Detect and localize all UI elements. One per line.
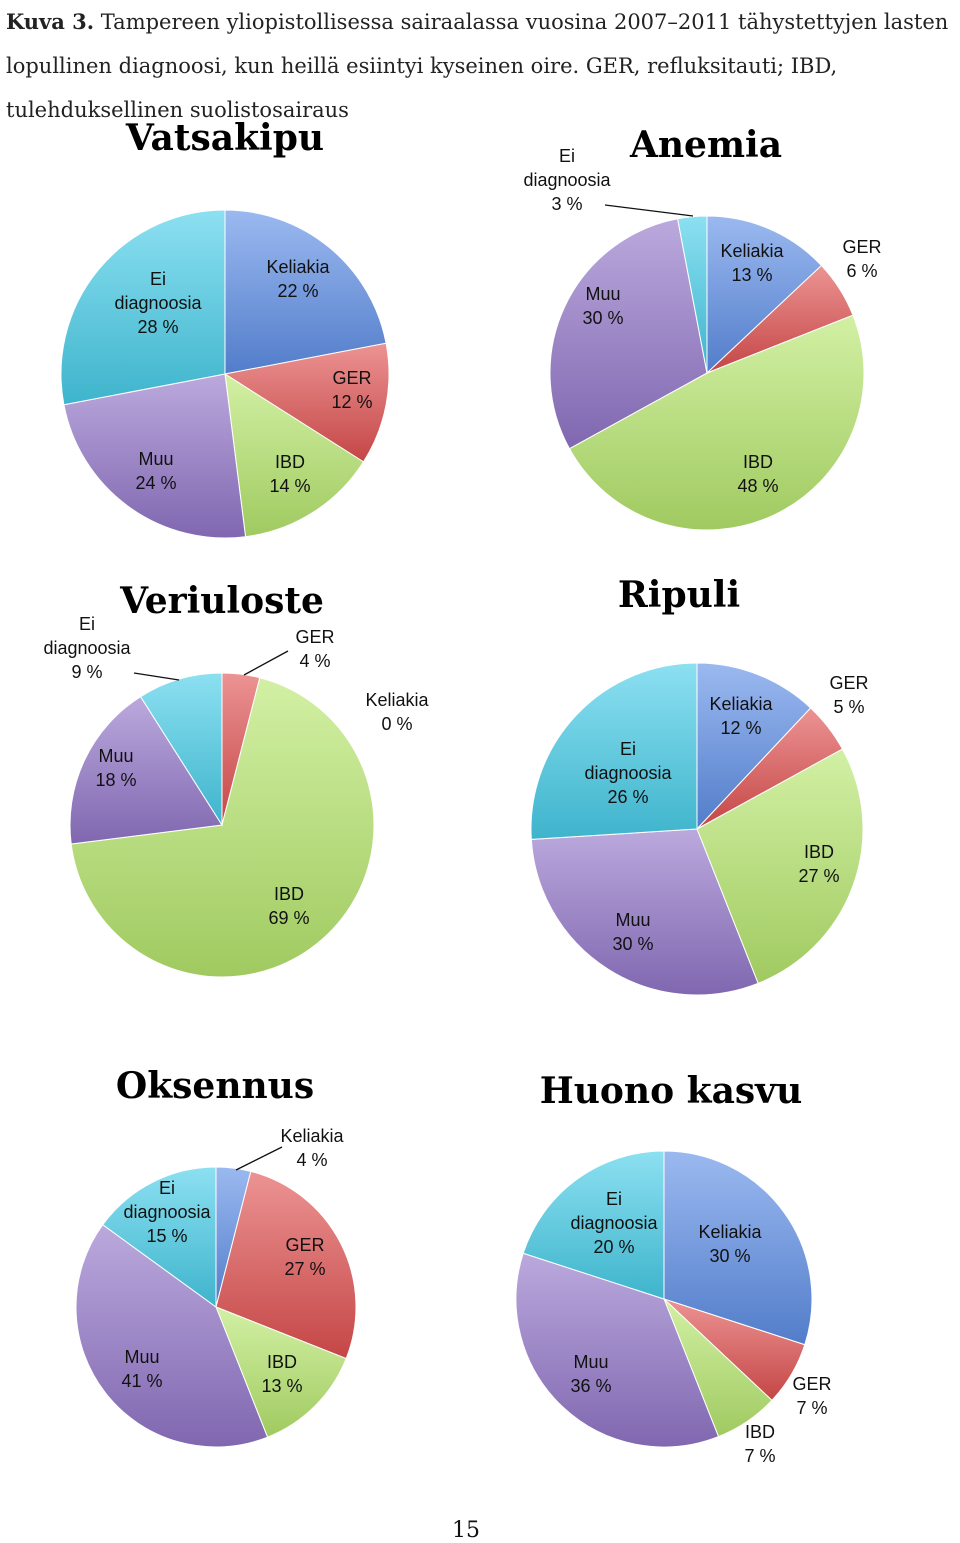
pie-chart-oksennus: Oksennus Keliakia 4 % GER 27 % IBD 13 % Muu 41 %…: [75, 1065, 357, 1448]
leader-line-ger: [243, 650, 289, 676]
slice-ger: [223, 342, 390, 463]
pie-chart-ripuli: Ripuli Keliakia 12 % GER 5 % IBD 27 % Muu 30 % Ei…: [530, 574, 869, 996]
pie-chart-anemia: Anemia Keliakia 13 % GER 6 % IBD 48 % Muu 30 % Ei…: [523, 124, 882, 531]
slice-ei-diagnoosia: [139, 672, 223, 827]
slice-label-muu: Muu 36 %: [570, 1352, 611, 1396]
slice-label-ger: GER 4 %: [295, 627, 334, 671]
slice-label-keliakia: Keliakia 13 %: [720, 241, 784, 285]
slice-ger: [215, 1170, 357, 1360]
slice-label-ei-diagnoosia: Ei diagnoosia 9 %: [43, 614, 131, 682]
slice-label-keliakia: Keliakia 4 %: [280, 1126, 344, 1170]
slice-keliakia: [663, 1150, 813, 1346]
slice-label-muu: Muu 41 %: [121, 1347, 162, 1391]
caption-label: Kuva 3.: [6, 9, 95, 34]
leader-line-ei-diagnoosia: [604, 204, 694, 217]
slice-label-keliakia: Keliakia 22 %: [266, 257, 330, 301]
slice-label-ger: GER 5 %: [829, 673, 868, 717]
slice-muu: [69, 695, 223, 845]
slice-label-ei-diagnoosia: Ei diagnoosia 3 %: [523, 146, 611, 214]
slice-keliakia: [696, 662, 812, 831]
slice-label-ger: GER 7 %: [792, 1374, 831, 1418]
slice-label-keliakia: Keliakia 12 %: [709, 694, 773, 738]
slice-muu: [75, 1224, 269, 1448]
slice-label-muu: Muu 30 %: [612, 910, 653, 954]
slice-label-ger: GER 12 %: [331, 368, 372, 412]
slice-label-ei-diagnoosia: Ei diagnoosia 28 %: [114, 269, 202, 337]
chart-title: Vatsakipu: [125, 117, 324, 159]
figure-caption: Kuva 3. Tampereen yliopistollisessa sair…: [6, 0, 956, 132]
slice-ei-diagnoosia: [522, 1150, 665, 1300]
chart-title: Ripuli: [618, 574, 740, 616]
slice-muu: [549, 218, 708, 450]
slice-label-ibd: IBD 13 %: [261, 1352, 302, 1396]
slice-label-ger: GER 6 %: [842, 237, 881, 281]
chart-title: Oksennus: [116, 1065, 314, 1107]
leader-line-keliakia: [235, 1146, 283, 1171]
slice-label-ei-diagnoosia: Ei diagnoosia 20 %: [570, 1189, 658, 1257]
chart-title: Veriuloste: [119, 580, 324, 622]
slice-ei-diagnoosia: [102, 1166, 217, 1308]
slice-muu: [515, 1252, 720, 1448]
slice-ibd: [215, 1306, 347, 1438]
chart-title: Anemia: [629, 124, 782, 166]
slice-ei-diagnoosia: [530, 662, 698, 840]
slice-label-ibd: IBD 14 %: [269, 452, 310, 496]
slice-label-ei-diagnoosia: Ei diagnoosia 26 %: [584, 739, 672, 807]
slice-keliakia: [706, 215, 823, 375]
slice-label-keliakia: Keliakia 0 %: [365, 690, 429, 734]
leader-line-ei-diagnoosia: [133, 672, 180, 681]
chart-title: Huono kasvu: [540, 1070, 803, 1112]
slice-ei-diagnoosia: [60, 209, 226, 406]
slice-label-muu: Muu 30 %: [582, 284, 623, 328]
slice-ibd: [696, 748, 864, 984]
slice-ibd: [70, 677, 375, 978]
slice-label-ei-diagnoosia: Ei diagnoosia 15 %: [123, 1178, 211, 1246]
slice-ei-diagnoosia: [676, 215, 708, 374]
slice-label-ibd: IBD 7 %: [744, 1422, 775, 1466]
pie-chart-vatsakipu: Vatsakipu Keliakia 22 % GER 12 % IBD 14 % Muu 24…: [60, 117, 390, 539]
pie-chart-veriuloste: Veriuloste Keliakia 0 % GER 4 % IBD 69 % Muu 18 …: [43, 580, 430, 978]
slice-label-ibd: IBD 48 %: [737, 452, 778, 496]
slice-label-keliakia: Keliakia 30 %: [698, 1222, 762, 1266]
slice-muu: [63, 373, 247, 539]
slice-label-muu: Muu 24 %: [135, 449, 176, 493]
slice-ibd: [568, 314, 865, 531]
pie-chart-huono-kasvu: Huono kasvu Keliakia 30 % GER 7 % IBD 7 % Muu 36…: [515, 1070, 832, 1466]
slice-ibd: [224, 373, 365, 538]
page-number: 15: [452, 1518, 480, 1543]
caption-text: Tampereen yliopistollisessa sairaalassa …: [6, 10, 949, 122]
slice-label-ibd: IBD 27 %: [798, 842, 839, 886]
slice-muu: [530, 828, 759, 996]
slice-label-ibd: IBD 69 %: [268, 884, 309, 928]
slice-label-ger: GER 27 %: [284, 1235, 325, 1279]
slice-label-muu: Muu 18 %: [95, 746, 136, 790]
slice-keliakia: [224, 209, 387, 375]
